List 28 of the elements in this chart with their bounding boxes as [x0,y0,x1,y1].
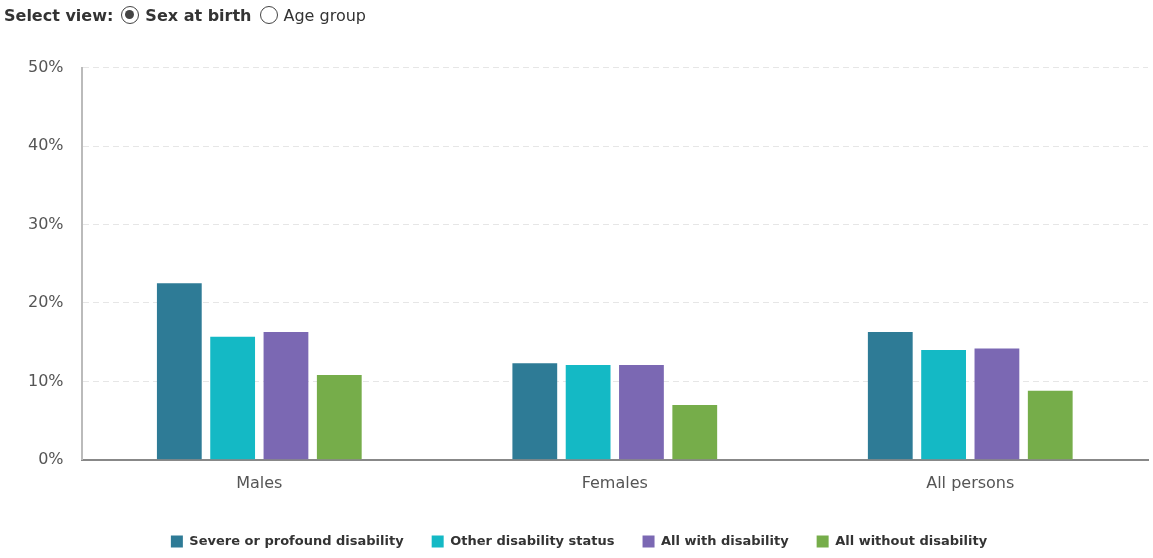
text: Sex at birth [145,5,252,25]
text: Select view: [4,5,114,25]
bar [263,331,309,460]
legend-label: Severe or profound disability [189,532,405,548]
bar [974,348,1020,460]
text: Age group [283,5,367,25]
y-tick-label: 10% [28,370,64,390]
legend-label: Other disability status [450,532,615,548]
bar [565,364,611,460]
bar [210,336,256,460]
bar [1027,390,1073,460]
bar [512,363,558,460]
legend-label: All without disability [835,532,988,548]
bar [156,283,202,460]
y-tick-label: 30% [28,213,64,233]
legend-label: All with disability [661,532,790,548]
bar [619,364,664,460]
bar [316,375,362,460]
x-tick-label: Females [581,472,648,492]
bar [867,331,913,460]
y-tick-label: 40% [28,135,64,155]
x-tick-label: Males [236,472,283,492]
y-tick-label: 50% [28,56,64,76]
bar [672,404,718,460]
x-tick-label: All persons [926,472,1015,492]
bar [921,349,966,460]
y-tick-label: 20% [28,292,64,312]
y-tick-label: 0% [38,448,64,468]
